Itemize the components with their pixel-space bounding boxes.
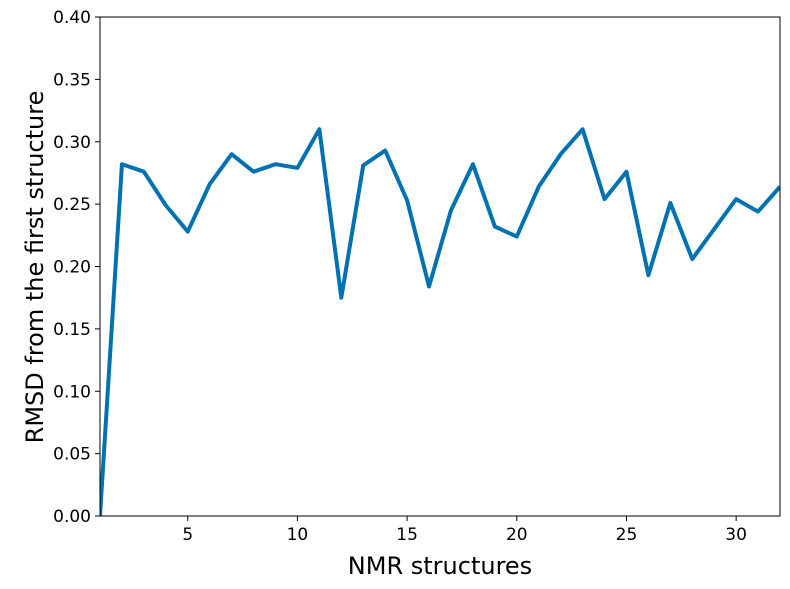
- x-tick-label: 15: [396, 525, 418, 545]
- x-tick-label: 5: [182, 525, 193, 545]
- y-tick-label: 0.10: [53, 382, 91, 402]
- x-tick-label: 10: [287, 525, 309, 545]
- x-axis-title: NMR structures: [348, 552, 532, 580]
- y-tick-label: 0.20: [53, 258, 91, 278]
- y-tick-label: 0.40: [53, 8, 91, 28]
- y-axis-title: RMSD from the first structure: [21, 91, 49, 444]
- x-tick-label: 30: [725, 525, 747, 545]
- y-tick-label: 0.00: [53, 507, 91, 527]
- plot-area: [100, 127, 780, 516]
- series-line-0: [100, 127, 780, 516]
- y-tick-label: 0.05: [53, 445, 91, 465]
- x-tick-label: 25: [616, 525, 638, 545]
- x-axis-ticks: 5 10 15 20 25 30: [182, 516, 747, 545]
- y-tick-label: 0.25: [53, 195, 91, 215]
- x-tick-label: 20: [506, 525, 528, 545]
- y-tick-label: 0.30: [53, 133, 91, 153]
- y-tick-label: 0.15: [53, 320, 91, 340]
- y-axis-ticks: 0.00 0.05 0.10 0.15 0.20 0.25 0.30 0.35 0.40: [53, 8, 100, 527]
- axes-frame: [99, 16, 781, 517]
- y-tick-label: 0.35: [53, 70, 91, 90]
